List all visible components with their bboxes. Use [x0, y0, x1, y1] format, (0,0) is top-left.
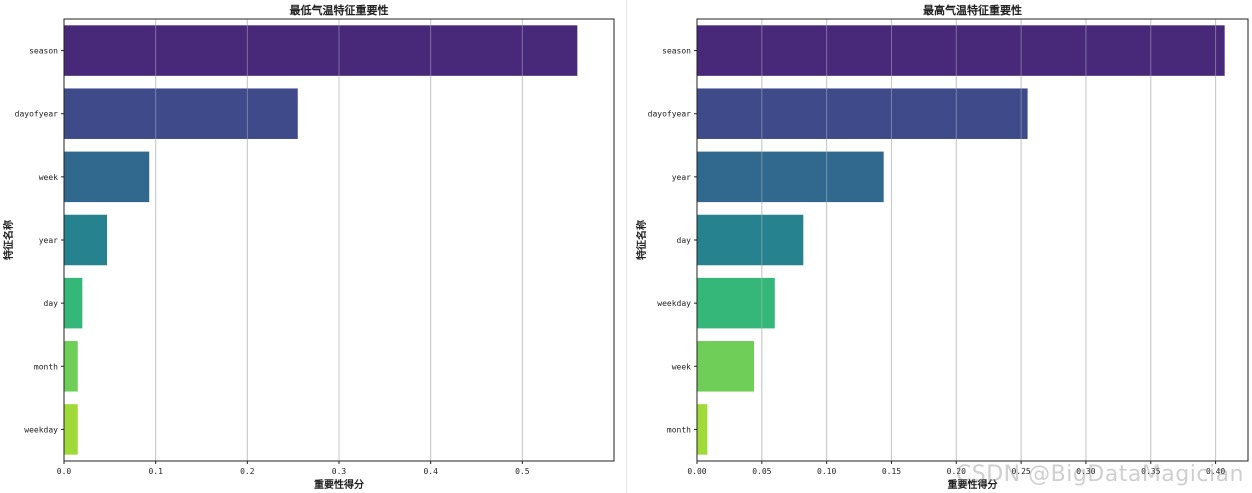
y-tick-label: year [672, 173, 691, 182]
bar-week [64, 151, 150, 203]
bar-dayofyear [697, 88, 1028, 139]
x-tick-label: 0.1 [148, 467, 163, 476]
x-tick-label: 0.0 [57, 467, 72, 476]
y-tick-label: month [667, 425, 691, 434]
x-tick-label: 0.20 [947, 467, 966, 476]
y-tick-label: week [39, 173, 58, 182]
y-tick-label: dayofyear [15, 110, 59, 119]
chart-title: 最高气温特征重要性 [923, 3, 1022, 17]
y-tick-label: dayofyear [648, 110, 692, 119]
y-tick-label: weekday [24, 425, 58, 434]
x-tick-label: 0.30 [1076, 467, 1095, 476]
x-axis-label: 重要性得分 [948, 478, 998, 491]
x-tick-label: 0.2 [240, 467, 255, 476]
bar-month [64, 341, 78, 392]
bar-day [64, 277, 83, 329]
x-tick-label: 0.00 [687, 467, 706, 476]
x-tick-label: 0.40 [1206, 467, 1225, 476]
bar-season [697, 25, 1225, 76]
y-tick-label: day [677, 236, 692, 245]
watermark-text: CSDN @BigDataMagician [955, 462, 1244, 487]
x-axis-label: 重要性得分 [314, 478, 364, 491]
bar-year [697, 151, 884, 203]
bar-weekday [697, 277, 775, 329]
y-tick-label: season [662, 47, 691, 56]
y-tick-label: year [39, 236, 58, 245]
max-temp-importance-chart: season dayofyear year day weekday week month 0.… [635, 3, 1249, 491]
bar-season [64, 25, 578, 76]
x-tick-label: 0.5 [515, 467, 530, 476]
panel-divider [626, 0, 627, 493]
y-tick-label: season [29, 47, 58, 56]
bar-year [64, 214, 108, 266]
bar-dayofyear [64, 88, 298, 139]
y-axis-label: 特征名称 [635, 220, 648, 260]
y-tick-label: weekday [657, 299, 691, 308]
bar-weekday [64, 404, 78, 455]
x-tick-label: 0.15 [882, 467, 901, 476]
y-tick-label: day [44, 299, 59, 308]
bar-day [697, 214, 804, 266]
min-temp-importance-chart: season dayofyear week year day month weekday 0.… [2, 3, 615, 491]
y-tick-label: month [34, 362, 58, 371]
y-axis-label: 特征名称 [2, 220, 15, 260]
chart-title: 最低气温特征重要性 [290, 3, 389, 17]
x-tick-label: 0.3 [332, 467, 347, 476]
bar-month [697, 404, 708, 455]
x-tick-label: 0.25 [1011, 467, 1030, 476]
x-tick-label: 0.05 [752, 467, 771, 476]
x-tick-label: 0.35 [1141, 467, 1160, 476]
x-tick-label: 0.4 [423, 467, 438, 476]
bar-week [697, 341, 755, 392]
y-tick-label: week [672, 362, 691, 371]
x-tick-label: 0.10 [817, 467, 836, 476]
